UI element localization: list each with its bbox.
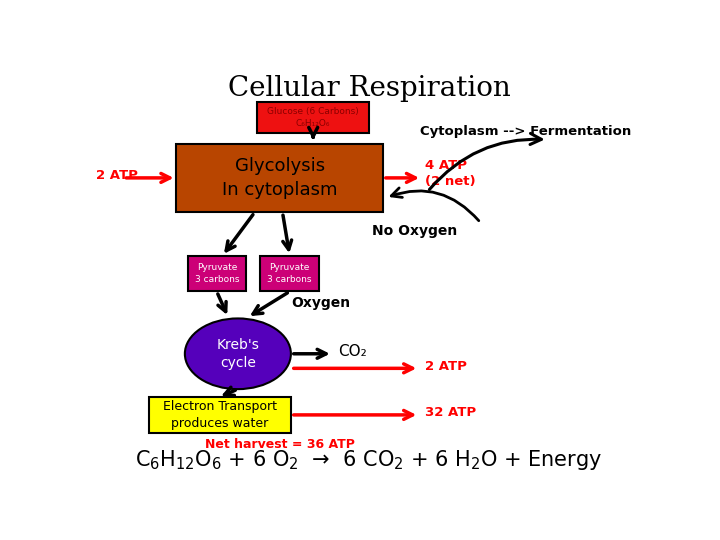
FancyBboxPatch shape: [188, 256, 246, 292]
FancyBboxPatch shape: [148, 397, 291, 433]
Text: Electron Transport
produces water: Electron Transport produces water: [163, 400, 276, 430]
Text: 2 ATP: 2 ATP: [96, 170, 138, 183]
FancyArrowPatch shape: [391, 188, 479, 221]
Text: Cellular Respiration: Cellular Respiration: [228, 75, 510, 102]
FancyArrowPatch shape: [429, 133, 541, 190]
FancyBboxPatch shape: [258, 102, 369, 133]
Text: Kreb's
cycle: Kreb's cycle: [217, 338, 259, 370]
Text: $\mathsf{C_6H_{12}O_6}$ + 6 $\mathsf{O_2}$  →  6 $\mathsf{CO_2}$ + 6 $\mathsf{H_: $\mathsf{C_6H_{12}O_6}$ + 6 $\mathsf{O_2…: [135, 448, 603, 472]
Text: Glucose (6 Carbons)
C₆H₁₂O₆: Glucose (6 Carbons) C₆H₁₂O₆: [267, 107, 359, 128]
Text: 4 ATP
(2 net): 4 ATP (2 net): [425, 159, 475, 188]
Text: 2 ATP: 2 ATP: [425, 360, 467, 373]
Text: Pyruvate
3 carbons: Pyruvate 3 carbons: [267, 264, 312, 284]
Text: Pyruvate
3 carbons: Pyruvate 3 carbons: [194, 264, 239, 284]
Text: Net harvest = 36 ATP: Net harvest = 36 ATP: [204, 438, 355, 451]
Ellipse shape: [185, 319, 291, 389]
Text: CO₂: CO₂: [338, 344, 367, 359]
FancyBboxPatch shape: [176, 144, 383, 212]
Text: Glycolysis
In cytoplasm: Glycolysis In cytoplasm: [222, 157, 338, 199]
Text: No Oxygen: No Oxygen: [372, 224, 457, 238]
FancyBboxPatch shape: [260, 256, 319, 292]
Text: 32 ATP: 32 ATP: [425, 406, 476, 420]
Text: Oxygen: Oxygen: [291, 295, 350, 309]
Text: Cytoplasm --> Fermentation: Cytoplasm --> Fermentation: [420, 125, 631, 138]
